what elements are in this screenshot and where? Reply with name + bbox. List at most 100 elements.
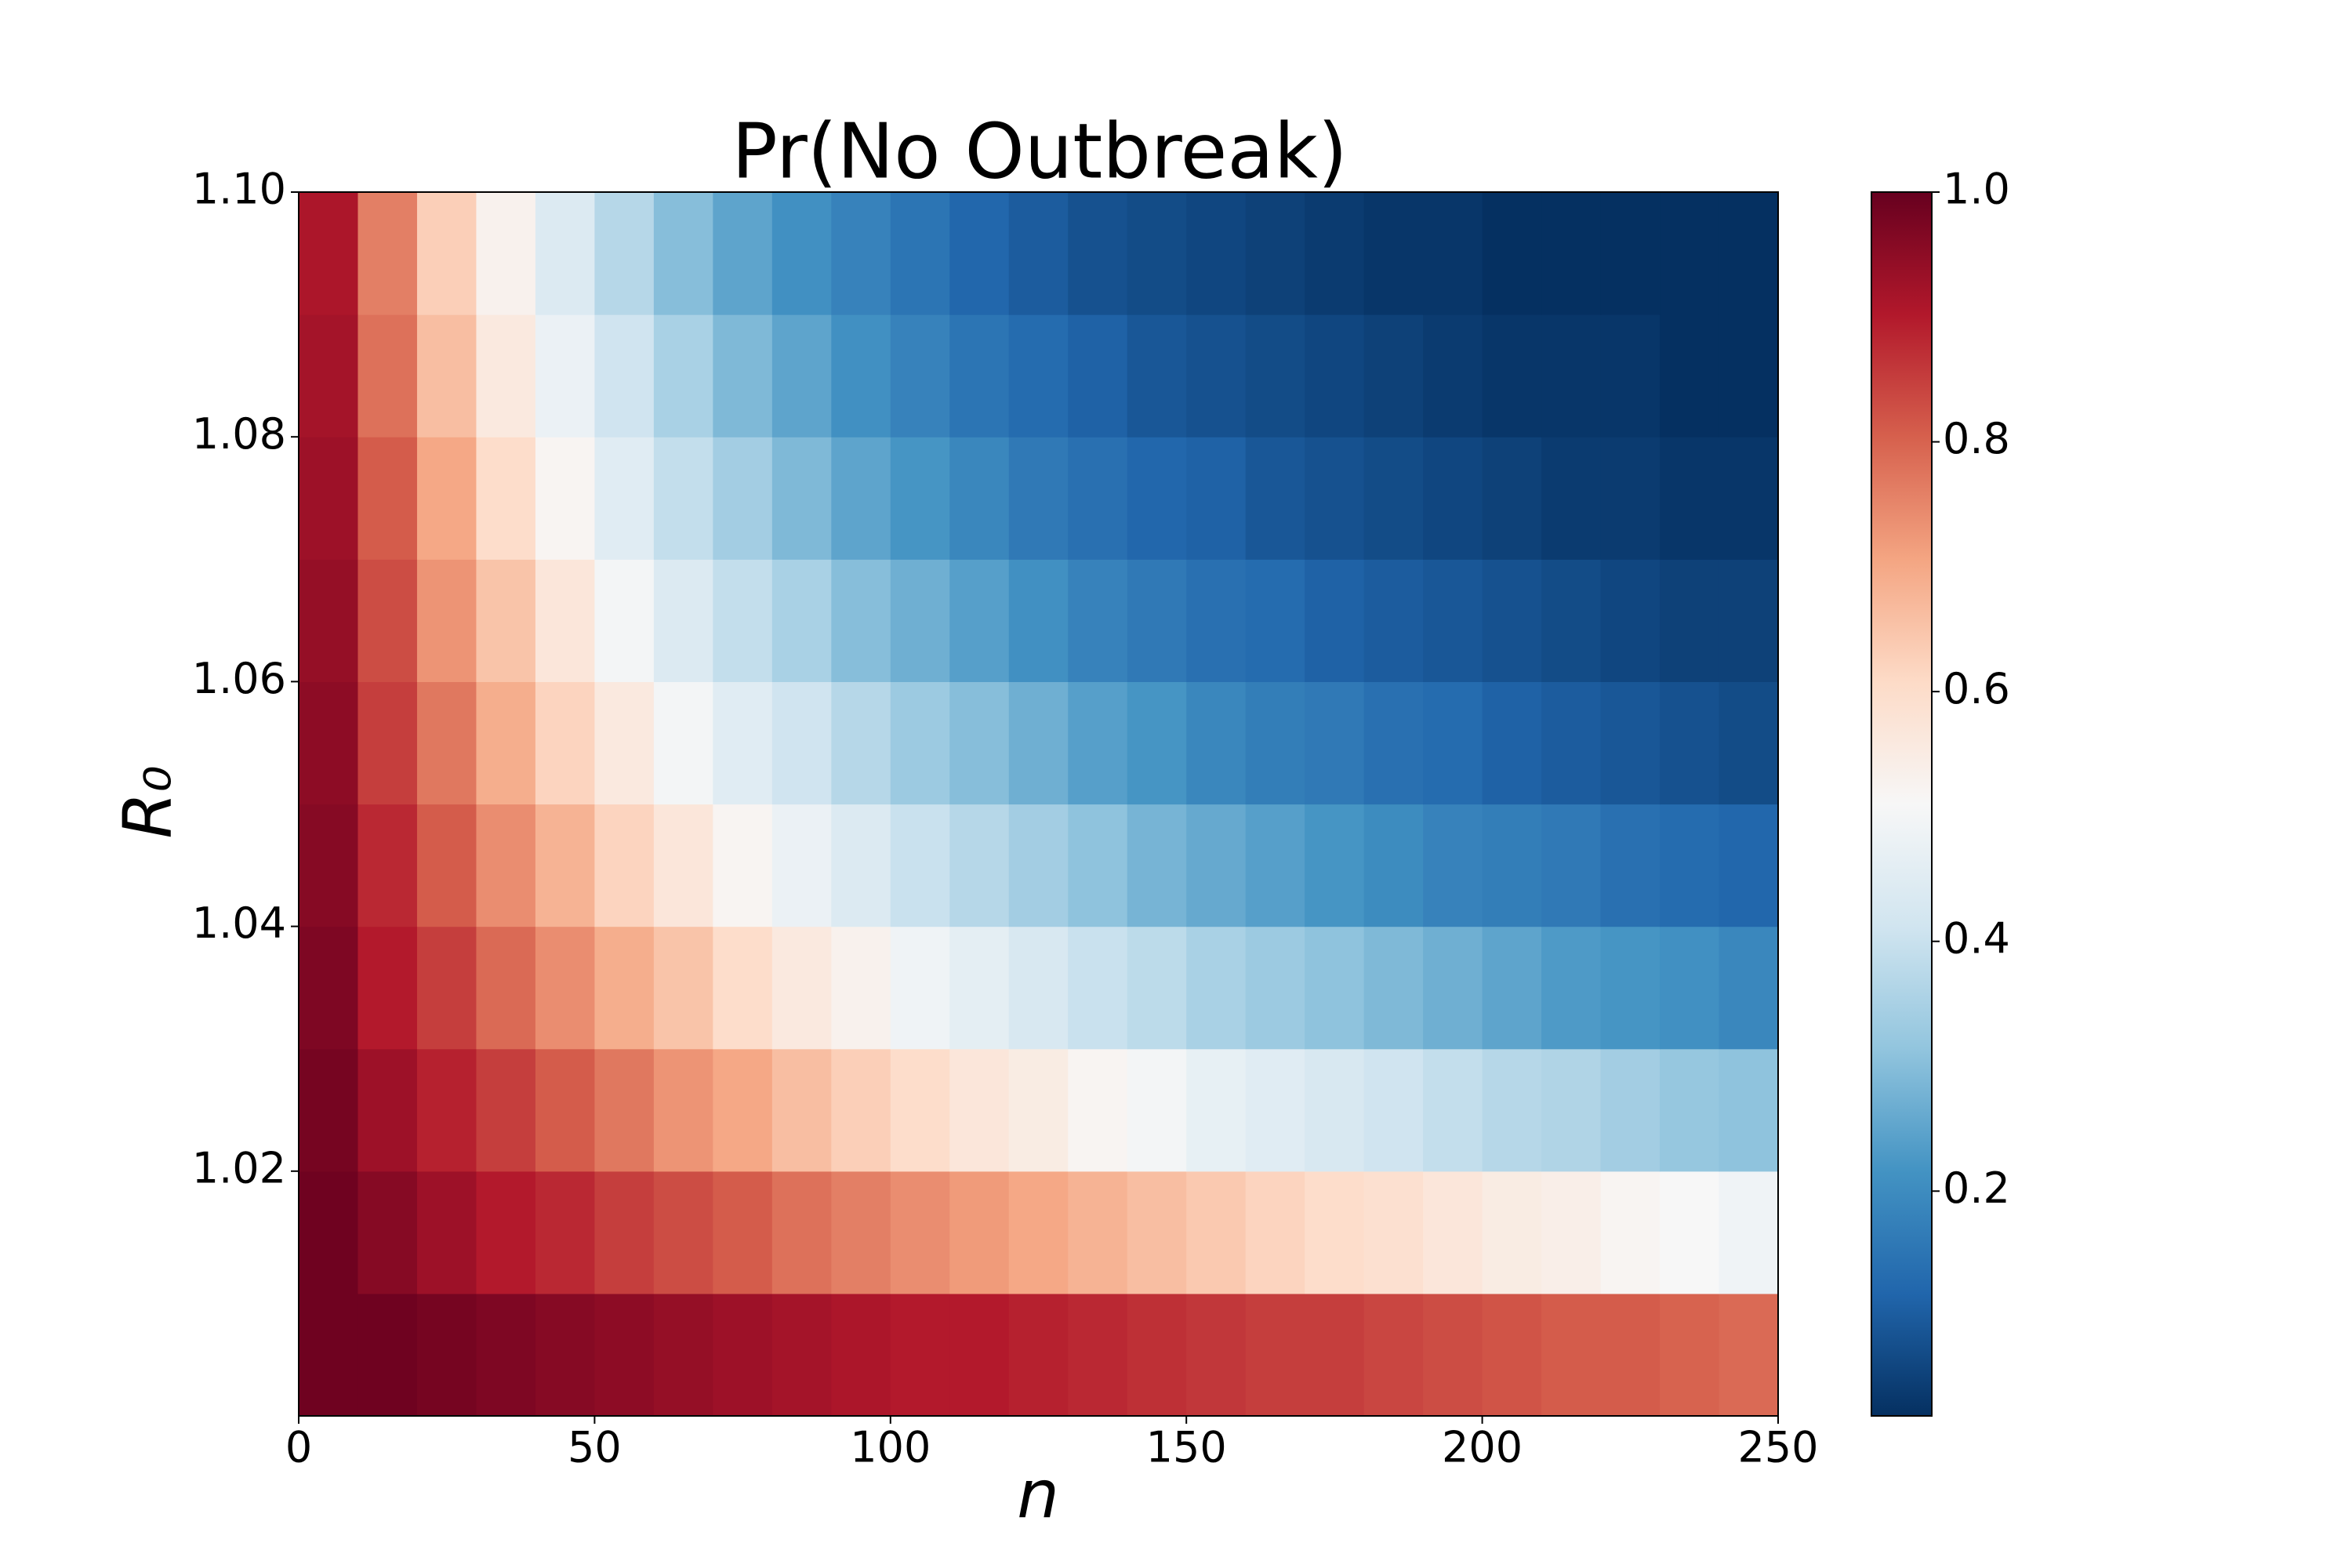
heatmap-cell [1363, 926, 1424, 1050]
heatmap-cell [1600, 1293, 1661, 1417]
heatmap-cell [1305, 1171, 1365, 1294]
heatmap-cell [831, 559, 891, 682]
heatmap-cell [1245, 926, 1305, 1050]
heatmap-cell [1423, 559, 1483, 682]
heatmap-cell [713, 1171, 773, 1294]
heatmap-cell [1541, 1171, 1602, 1294]
heatmap-cell [831, 314, 891, 437]
heatmap-cell [1008, 681, 1069, 805]
heatmap-cell [949, 559, 1010, 682]
y-tick-label: 1.02 [192, 1143, 286, 1192]
heatmap-cell [713, 192, 773, 315]
heatmap-cell [299, 192, 359, 315]
heatmap-cell [1245, 559, 1305, 682]
y-tick-label: 1.06 [192, 654, 286, 703]
heatmap-cell [1127, 681, 1187, 805]
heatmap-cell [831, 681, 891, 805]
heatmap-cell [1186, 1293, 1247, 1417]
heatmap-cell [1068, 1048, 1128, 1172]
heatmap-cell [1660, 1048, 1720, 1172]
heatmap-cell [1245, 314, 1305, 437]
heatmap-cell [1482, 192, 1542, 315]
heatmap-cell [890, 926, 950, 1050]
heatmap-cell [1245, 1293, 1305, 1417]
heatmap-cell [1719, 314, 1779, 437]
heatmap-cell [1423, 1048, 1483, 1172]
heatmap-cell [594, 1293, 655, 1417]
heatmap-cell [1305, 314, 1365, 437]
heatmap-cell [1127, 1171, 1187, 1294]
heatmap-cell [1600, 804, 1661, 927]
heatmap-cell [1719, 804, 1779, 927]
heatmap-cell [1068, 192, 1128, 315]
heatmap-cell [771, 437, 832, 560]
heatmap-cell [1305, 559, 1365, 682]
heatmap-cell [1541, 1048, 1602, 1172]
colorbar-tick-label: 0.8 [1943, 414, 2010, 463]
heatmap-cell [1305, 1293, 1365, 1417]
heatmap-cell [1719, 681, 1779, 805]
heatmap-cell [1423, 314, 1483, 437]
heatmap-cell [1305, 437, 1365, 560]
heatmap-cell [713, 314, 773, 437]
heatmap-cell [1008, 1293, 1069, 1417]
heatmap-cell [476, 314, 536, 437]
heatmap-cell [358, 1293, 418, 1417]
heatmap-cell [416, 1293, 477, 1417]
heatmap-cell [476, 437, 536, 560]
heatmap-cell [594, 559, 655, 682]
heatmap-cell [1719, 192, 1779, 315]
heatmap-cell [594, 926, 655, 1050]
heatmap-cell [1600, 926, 1661, 1050]
heatmap-cell [476, 1293, 536, 1417]
heatmap-cell [1008, 1171, 1069, 1294]
x-tick-label: 0 [285, 1423, 312, 1472]
heatmap-cell [1127, 192, 1187, 315]
heatmap-cell [1305, 804, 1365, 927]
heatmap-cell [1186, 681, 1247, 805]
heatmap-cell [1600, 1048, 1661, 1172]
heatmap-cell [771, 1048, 832, 1172]
heatmap-cell [1719, 559, 1779, 682]
heatmap-cell [771, 559, 832, 682]
heatmap-cell [594, 681, 655, 805]
heatmap-cell [1600, 681, 1661, 805]
chart-title: Pr(No Outbreak) [731, 107, 1348, 195]
heatmap-cell [1068, 437, 1128, 560]
colorbar [1871, 191, 1933, 1417]
heatmap-cell [1186, 192, 1247, 315]
heatmap-cell [1186, 559, 1247, 682]
heatmap-cell [476, 926, 536, 1050]
colorbar-tick-label: 1.0 [1943, 165, 2010, 214]
heatmap-cell [299, 1293, 359, 1417]
heatmap-cell [476, 1048, 536, 1172]
heatmap-cell [1008, 437, 1069, 560]
heatmap-cell [1719, 437, 1779, 560]
heatmap-cell [1719, 926, 1779, 1050]
heatmap-cell [1363, 1293, 1424, 1417]
heatmap-cell [1660, 926, 1720, 1050]
heatmap-cell [1541, 1293, 1602, 1417]
heatmap-cell [1068, 314, 1128, 437]
heatmap-cell [949, 1293, 1010, 1417]
heatmap-cell [1423, 926, 1483, 1050]
heatmap-cell [594, 804, 655, 927]
heatmap-cell [358, 559, 418, 682]
heatmap-cell [1541, 437, 1602, 560]
heatmap-cell [1660, 192, 1720, 315]
heatmap-cell [476, 804, 536, 927]
heatmap-cell [1541, 559, 1602, 682]
x-tick-label: 200 [1442, 1423, 1523, 1472]
heatmap-cell [1363, 681, 1424, 805]
heatmap-cell [1127, 314, 1187, 437]
heatmap-cell [653, 926, 713, 1050]
heatmap-cell [949, 681, 1010, 805]
heatmap-cell [831, 1048, 891, 1172]
heatmap-cell [1482, 314, 1542, 437]
heatmap-cell [358, 681, 418, 805]
heatmap-cell [890, 1293, 950, 1417]
heatmap-cell [476, 1171, 536, 1294]
heatmap-cell [1008, 926, 1069, 1050]
heatmap-cell [1305, 192, 1365, 315]
heatmap-cell [299, 681, 359, 805]
